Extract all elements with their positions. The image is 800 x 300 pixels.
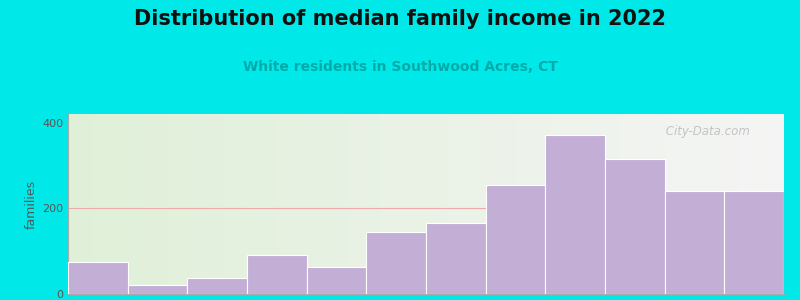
Bar	[247, 255, 306, 294]
Bar	[486, 185, 546, 294]
Bar	[187, 278, 247, 294]
Bar	[605, 159, 665, 294]
Bar	[546, 135, 605, 294]
Bar	[306, 267, 366, 294]
Y-axis label: families: families	[25, 179, 38, 229]
Bar	[366, 232, 426, 294]
Text: City-Data.com: City-Data.com	[662, 125, 750, 138]
Bar	[426, 223, 486, 294]
Bar	[665, 191, 724, 294]
Bar	[724, 191, 784, 294]
Bar	[68, 262, 128, 294]
Bar	[128, 285, 187, 294]
Text: Distribution of median family income in 2022: Distribution of median family income in …	[134, 9, 666, 29]
Text: White residents in Southwood Acres, CT: White residents in Southwood Acres, CT	[242, 60, 558, 74]
